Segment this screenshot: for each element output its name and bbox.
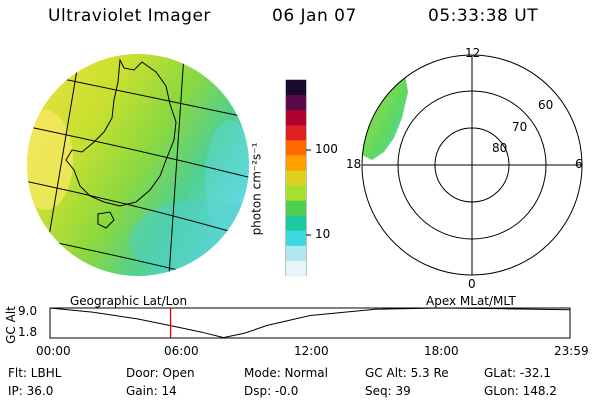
ytick-min: 1.8 xyxy=(18,325,38,339)
colorbar-swatch xyxy=(286,80,306,96)
colorbar-unit-label: photon cm⁻²s⁻¹ xyxy=(249,142,264,236)
colorbar xyxy=(285,79,311,277)
xtick-1200: 12:00 xyxy=(294,344,329,358)
time-label: 05:33:38 UT xyxy=(428,6,539,26)
timeline-plot xyxy=(49,307,571,339)
colorbar-tick-100: 100 xyxy=(315,142,338,156)
colorbar-swatch xyxy=(286,260,306,277)
colorbar-swatch xyxy=(286,230,306,247)
colorbar-swatch xyxy=(286,215,306,232)
colorbar-swatch xyxy=(286,125,306,141)
mlt-label-18: 18 xyxy=(346,157,362,171)
colorbar-tick-10: 10 xyxy=(315,227,331,241)
lat-label-80: 80 xyxy=(492,141,508,155)
geo-latlon-label: Geographic Lat/Lon xyxy=(70,294,188,308)
xtick-2359: 23:59 xyxy=(554,344,589,358)
island-outline xyxy=(97,211,115,229)
colorbar-swatch xyxy=(286,200,306,217)
colorbar-swatch xyxy=(286,170,306,187)
colorbar-swatch xyxy=(286,155,306,171)
lat-label-60: 60 xyxy=(538,98,554,112)
island-outline-2 xyxy=(215,239,243,269)
status-door: Door: Open xyxy=(126,366,195,380)
timeline-ylabel: GC Alt xyxy=(3,306,18,344)
mlt-label-6: 6 xyxy=(575,157,583,171)
xtick-0600: 06:00 xyxy=(164,344,199,358)
mlt-label-0: 0 xyxy=(468,277,476,291)
lat-label-70: 70 xyxy=(512,120,528,134)
status-ip: IP: 36.0 xyxy=(8,384,54,398)
date-label: 06 Jan 07 xyxy=(272,6,357,26)
mlt-label-12: 12 xyxy=(465,46,481,60)
colorbar-swatch xyxy=(286,95,306,111)
status-gain: Gain: 14 xyxy=(126,384,177,398)
status-seq: Seq: 39 xyxy=(365,384,411,398)
status-filter: Flt: LBHL xyxy=(8,366,62,380)
app-title: Ultraviolet Imager xyxy=(48,6,211,26)
polar-aurora xyxy=(362,68,408,160)
colorbar-swatch xyxy=(286,185,306,202)
xtick-0000: 00:00 xyxy=(36,344,71,358)
xtick-1800: 18:00 xyxy=(424,344,459,358)
polar-plot xyxy=(361,54,583,276)
status-mode: Mode: Normal xyxy=(244,366,328,380)
status-glat: GLat: -32.1 xyxy=(484,366,551,380)
colorbar-swatch xyxy=(286,245,306,262)
status-gcalt: GC Alt: 5.3 Re xyxy=(365,366,449,380)
earth-image xyxy=(27,54,249,276)
colorbar-swatch xyxy=(286,140,306,156)
ytick-max: 9.0 xyxy=(18,304,38,318)
altitude-line xyxy=(49,307,571,339)
status-glon: GLon: 148.2 xyxy=(484,384,557,398)
apex-mlat-label: Apex MLat/MLT xyxy=(426,294,516,308)
status-dsp: Dsp: -0.0 xyxy=(244,384,299,398)
colorbar-swatch xyxy=(286,110,306,126)
coastline xyxy=(65,58,177,207)
